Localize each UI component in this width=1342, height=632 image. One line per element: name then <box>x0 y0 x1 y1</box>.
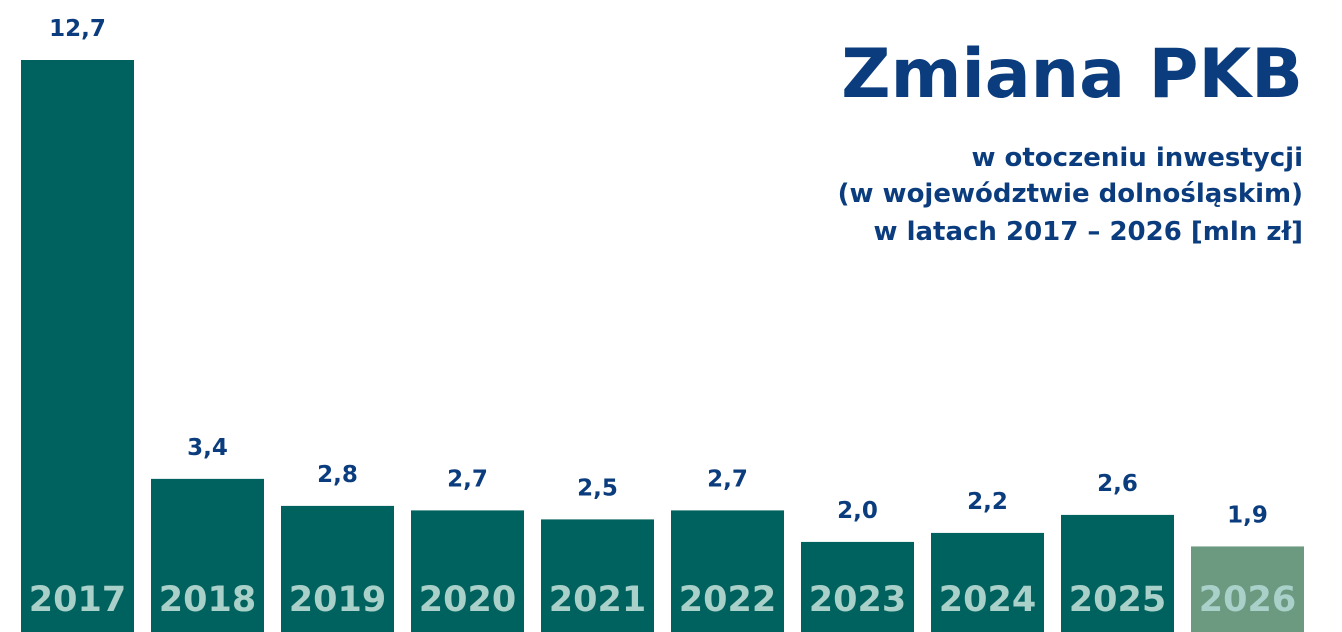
bar <box>21 60 134 632</box>
value-label: 2,7 <box>707 466 748 492</box>
bar <box>411 510 524 632</box>
x-tick-label: 2017 <box>29 580 126 620</box>
bar <box>671 510 784 632</box>
bar <box>801 541 914 632</box>
bar <box>931 532 1044 632</box>
value-label: 2,7 <box>447 466 488 492</box>
x-tick-label: 2022 <box>679 580 776 620</box>
bar <box>1061 514 1174 632</box>
x-tick-label: 2023 <box>809 580 906 620</box>
value-label: 2,2 <box>967 489 1008 515</box>
bar <box>281 505 394 632</box>
x-tick-label: 2020 <box>419 580 516 620</box>
x-tick-label: 2021 <box>549 580 646 620</box>
value-label: 2,0 <box>837 498 878 524</box>
x-tick-label: 2025 <box>1069 580 1166 620</box>
subtitle-line: w otoczeniu inwestycji <box>971 143 1303 173</box>
bar <box>1191 546 1304 632</box>
value-label: 3,4 <box>187 435 228 461</box>
chart-title: Zmiana PKB <box>841 35 1303 114</box>
value-label: 2,5 <box>577 475 618 501</box>
subtitle-line: w latach 2017 – 2026 [mln zł] <box>874 217 1303 247</box>
bar <box>151 478 264 632</box>
value-label: 12,7 <box>49 16 106 42</box>
value-label: 1,9 <box>1227 502 1268 528</box>
x-tick-label: 2026 <box>1199 580 1296 620</box>
subtitle-line: (w województwie dolnośląskim) <box>838 179 1303 209</box>
x-tick-label: 2024 <box>939 580 1036 620</box>
value-label: 2,8 <box>317 462 358 488</box>
x-tick-label: 2019 <box>289 580 386 620</box>
x-tick-label: 2018 <box>159 580 256 620</box>
bar <box>541 519 654 632</box>
value-label: 2,6 <box>1097 471 1138 497</box>
